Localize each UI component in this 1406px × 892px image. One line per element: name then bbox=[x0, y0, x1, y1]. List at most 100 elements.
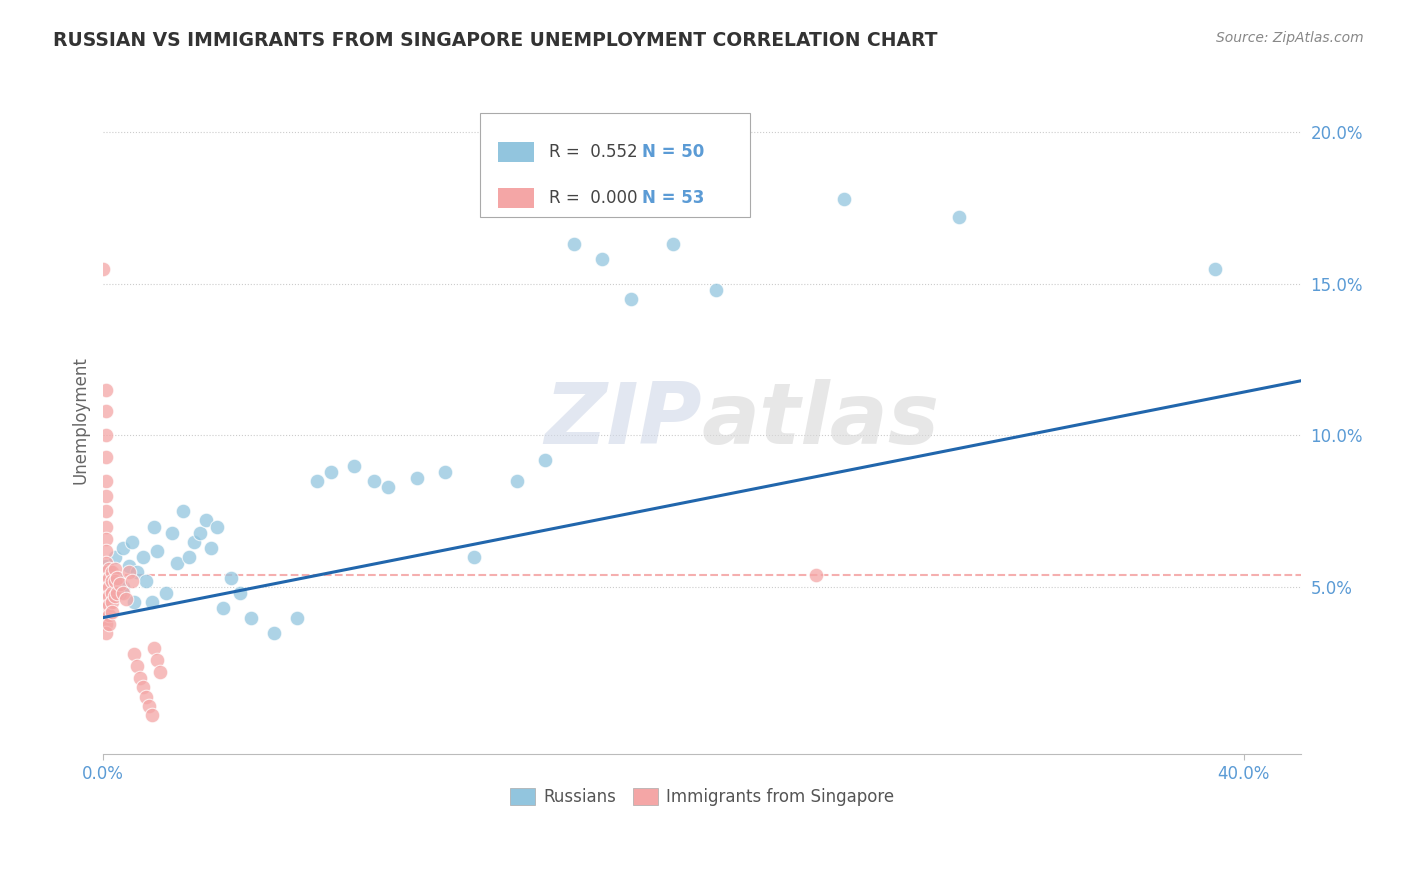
Point bbox=[132, 549, 155, 564]
Point bbox=[662, 237, 685, 252]
Text: atlas: atlas bbox=[702, 379, 941, 462]
Point bbox=[97, 580, 120, 594]
Point bbox=[534, 452, 557, 467]
Point bbox=[94, 616, 117, 631]
Point bbox=[110, 586, 132, 600]
Point bbox=[138, 698, 160, 713]
Y-axis label: Unemployment: Unemployment bbox=[72, 356, 89, 484]
Point bbox=[704, 283, 727, 297]
Point bbox=[620, 292, 643, 306]
Point bbox=[105, 571, 128, 585]
Point bbox=[94, 383, 117, 397]
Point bbox=[100, 574, 122, 589]
Point bbox=[221, 571, 243, 585]
Point bbox=[149, 665, 172, 680]
Point bbox=[100, 605, 122, 619]
Point bbox=[229, 586, 252, 600]
Point bbox=[1204, 261, 1226, 276]
Point bbox=[321, 465, 343, 479]
Point bbox=[103, 590, 125, 604]
Point bbox=[141, 595, 163, 609]
Point bbox=[100, 565, 122, 579]
Text: N = 53: N = 53 bbox=[643, 189, 704, 207]
Point bbox=[305, 474, 328, 488]
Point bbox=[118, 559, 141, 574]
Point bbox=[94, 532, 117, 546]
Point bbox=[94, 559, 117, 574]
Point bbox=[263, 625, 285, 640]
Point bbox=[94, 625, 117, 640]
Point bbox=[505, 474, 527, 488]
Point bbox=[94, 583, 117, 598]
Point bbox=[143, 640, 166, 655]
Point bbox=[97, 607, 120, 622]
Point bbox=[135, 574, 157, 589]
Point bbox=[463, 549, 485, 564]
Point bbox=[112, 586, 135, 600]
Point bbox=[121, 574, 143, 589]
Point bbox=[97, 599, 120, 613]
Point bbox=[160, 525, 183, 540]
Point bbox=[115, 592, 138, 607]
Point bbox=[105, 571, 128, 585]
Point bbox=[112, 541, 135, 555]
Point bbox=[112, 580, 135, 594]
Point bbox=[377, 480, 399, 494]
Point bbox=[121, 534, 143, 549]
Point bbox=[155, 586, 177, 600]
Point bbox=[118, 565, 141, 579]
Point bbox=[94, 519, 117, 533]
Point bbox=[127, 659, 149, 673]
Point bbox=[94, 489, 117, 503]
Point bbox=[103, 562, 125, 576]
Point bbox=[91, 261, 114, 276]
Point bbox=[94, 404, 117, 418]
Point bbox=[94, 450, 117, 464]
Point bbox=[146, 544, 169, 558]
Point bbox=[94, 574, 117, 589]
Point bbox=[205, 519, 228, 533]
Point bbox=[285, 610, 308, 624]
Point bbox=[188, 525, 211, 540]
Point bbox=[343, 458, 366, 473]
Point bbox=[94, 556, 117, 570]
Point bbox=[363, 474, 385, 488]
Point bbox=[146, 653, 169, 667]
Point bbox=[97, 562, 120, 576]
Point bbox=[97, 590, 120, 604]
Point bbox=[129, 671, 152, 685]
Point bbox=[562, 237, 585, 252]
Point bbox=[434, 465, 457, 479]
Point bbox=[94, 544, 117, 558]
Point bbox=[177, 549, 200, 564]
Point bbox=[94, 601, 117, 615]
Point bbox=[94, 474, 117, 488]
Point bbox=[103, 549, 125, 564]
FancyBboxPatch shape bbox=[481, 113, 749, 217]
Point bbox=[141, 707, 163, 722]
Point bbox=[834, 192, 856, 206]
Point bbox=[143, 519, 166, 533]
Point bbox=[240, 610, 263, 624]
Point bbox=[94, 610, 117, 624]
Point bbox=[105, 586, 128, 600]
Point bbox=[97, 616, 120, 631]
Point bbox=[804, 568, 827, 582]
Point bbox=[100, 586, 122, 600]
Point bbox=[172, 504, 194, 518]
Text: R =  0.552: R = 0.552 bbox=[548, 144, 637, 161]
Point bbox=[127, 565, 149, 579]
Point bbox=[124, 595, 146, 609]
Point bbox=[94, 565, 117, 579]
Point bbox=[405, 471, 427, 485]
Point bbox=[97, 571, 120, 585]
Point bbox=[103, 574, 125, 589]
Point bbox=[110, 577, 132, 591]
Point bbox=[166, 556, 188, 570]
Point bbox=[94, 592, 117, 607]
Point bbox=[948, 210, 970, 224]
Point bbox=[94, 504, 117, 518]
Text: R =  0.000: R = 0.000 bbox=[548, 189, 637, 207]
Point bbox=[135, 690, 157, 704]
Point bbox=[132, 681, 155, 695]
